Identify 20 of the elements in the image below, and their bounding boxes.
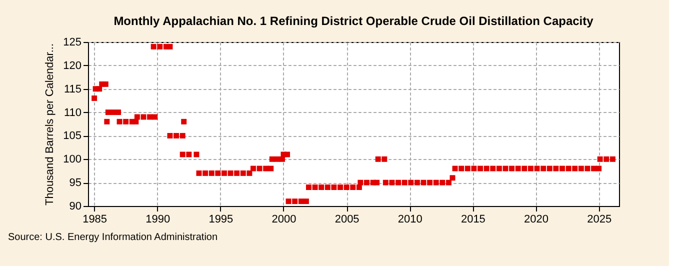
x-tick-label: 2005 (334, 214, 360, 226)
y-tick-label: 120 (63, 60, 82, 72)
x-tick-label: 1990 (146, 214, 170, 226)
chart-title: Monthly Appalachian No. 1 Refining District Operable Crude Oil Distillation Capacity (114, 14, 594, 28)
x-tick-label: 2025 (587, 214, 612, 226)
y-tick-label: 95 (69, 177, 82, 190)
x-tick-label: 2020 (524, 214, 548, 226)
y-tick-label: 110 (64, 106, 82, 119)
x-tick-label: 2015 (460, 214, 486, 226)
y-tick-label: 100 (63, 154, 82, 166)
y-axis-title: Thousand Barrels per Calendar... (44, 43, 56, 206)
x-tick-label: 1995 (208, 214, 234, 226)
y-tick-label: 105 (63, 130, 82, 142)
y-tick-label: 125 (63, 36, 82, 48)
x-tick-label: 1985 (82, 214, 108, 226)
x-tick-label: 2000 (272, 214, 296, 226)
y-tick-label: 90 (69, 200, 82, 212)
y-tick-label: 115 (64, 83, 82, 96)
x-tick-label: 2010 (398, 214, 422, 226)
source-note: Source: U.S. Energy Information Administration (8, 232, 218, 243)
